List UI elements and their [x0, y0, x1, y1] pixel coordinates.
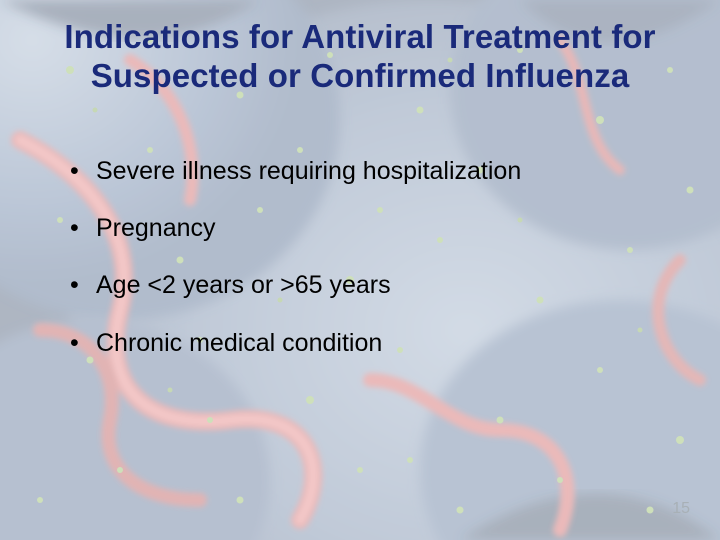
slide-title: Indications for Antiviral Treatment for … [50, 18, 670, 96]
slide-content: Indications for Antiviral Treatment for … [0, 0, 720, 540]
bullet-item: Severe illness requiring hospitalization [70, 156, 670, 187]
slide: Indications for Antiviral Treatment for … [0, 0, 720, 540]
bullet-item: Age <2 years or >65 years [70, 270, 670, 301]
bullet-item: Pregnancy [70, 213, 670, 244]
bullet-list: Severe illness requiring hospitalization… [50, 156, 670, 359]
page-number: 15 [672, 500, 690, 518]
bullet-item: Chronic medical condition [70, 328, 670, 359]
